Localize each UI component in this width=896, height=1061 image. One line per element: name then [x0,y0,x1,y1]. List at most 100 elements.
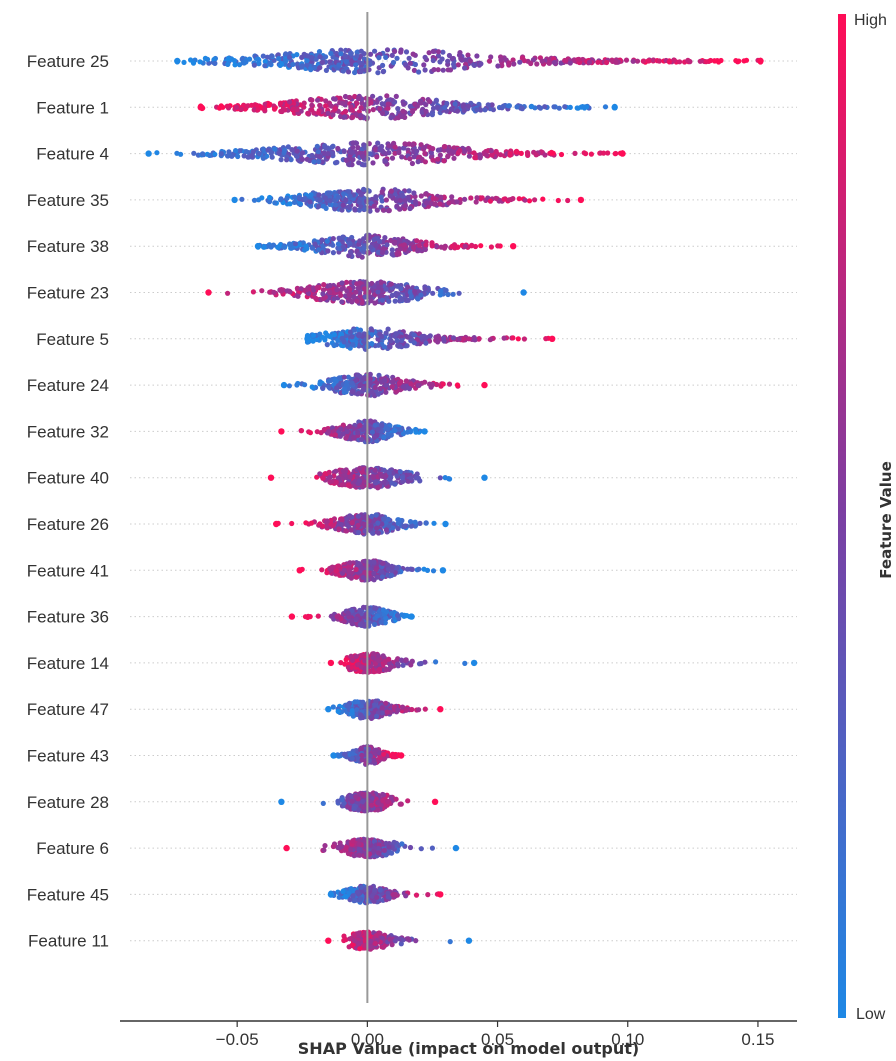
shap-dot [478,61,484,67]
shap-dot [416,242,422,248]
shap-dot [398,752,405,759]
shap-dot [397,246,403,252]
shap-dot [377,293,383,299]
shap-dot [562,104,568,110]
shap-dot [718,57,724,64]
shap-dot [320,385,326,391]
shap-dot [371,434,377,440]
shap-dot [361,186,367,192]
shap-dot [305,290,312,296]
shap-dot [330,151,336,157]
shap-dot [389,155,396,161]
shap-dot [399,192,405,198]
shap-dot [349,608,355,614]
shap-dot [407,205,413,212]
shap-dot [380,110,386,116]
shap-dot [339,280,345,286]
shap-dot [349,520,355,526]
shap-dot [416,707,422,713]
shap-dot [395,520,401,526]
shap-dot [434,104,441,110]
shap-dot [371,651,377,657]
shap-dot [408,381,414,387]
shap-dot [353,62,359,68]
shap-dot [351,805,357,811]
shap-dot [360,604,367,611]
shap-dot [340,422,346,428]
shap-dot [379,569,385,575]
shap-dot [565,197,571,204]
shap-dot [291,101,297,107]
shap-dot [465,52,471,58]
shap-dot [389,564,395,570]
shap-dot [316,158,322,165]
shap-dot [349,380,355,386]
shap-dot [539,58,545,64]
shap-dot [495,243,501,249]
shap-dot [351,294,357,300]
shap-dot [301,247,308,253]
shap-dot [264,54,270,60]
shap-dot [346,569,353,575]
shap-dot [287,289,293,295]
shap-dot [421,62,427,68]
shap-dot [229,153,235,159]
shap-dot [423,200,430,206]
shap-dot [373,698,379,704]
shap-dot [395,291,401,297]
shap-dot [341,618,347,625]
shap-dot [450,335,457,341]
shap-dot [347,240,353,247]
shap-dot [231,196,238,204]
shap-dot [383,286,389,292]
shap-dot [348,249,354,255]
shap-dot [393,331,399,337]
shap-dot [286,99,293,105]
shap-dot [340,68,346,74]
shap-dot [238,106,244,112]
shap-dot [588,151,595,157]
shap-dot [358,105,364,111]
shap-dot [347,474,353,480]
shap-dot [324,570,330,576]
shap-dot [470,659,478,667]
shap-dot [315,613,321,619]
shap-dot [403,707,409,713]
shap-dot [343,279,350,285]
shap-dot [445,291,451,298]
shap-dot [379,101,385,107]
shap-dot [411,340,417,346]
shap-dot [567,60,573,66]
shap-dot [437,152,443,158]
shap-dot [449,194,455,200]
shap-dot [429,243,435,249]
shap-dot [379,521,385,527]
shap-dot [326,429,332,435]
shap-dot [338,426,344,432]
shap-dot [270,242,277,248]
shap-dot [446,381,453,387]
shap-dot [200,151,206,157]
shap-dot [343,197,349,203]
shap-dot [444,100,450,107]
shap-dot [525,152,531,158]
shap-dot [487,337,493,343]
shap-dot [381,479,387,486]
shap-dot [427,98,433,105]
feature-swarm [278,418,428,445]
shap-dot [379,297,385,303]
shap-dot [340,244,347,250]
shap-dot [630,58,636,64]
shap-dot [335,241,341,247]
shap-dot [520,289,527,296]
shap-dot [333,378,339,384]
shap-dot [549,335,556,342]
shap-dot [506,197,512,203]
shap-dot [336,375,342,381]
shap-dot [385,101,391,107]
shap-dot [381,344,387,350]
shap-dot [399,113,405,119]
shap-dot [379,189,385,195]
shap-dot [375,249,381,255]
shap-dot [510,243,517,250]
